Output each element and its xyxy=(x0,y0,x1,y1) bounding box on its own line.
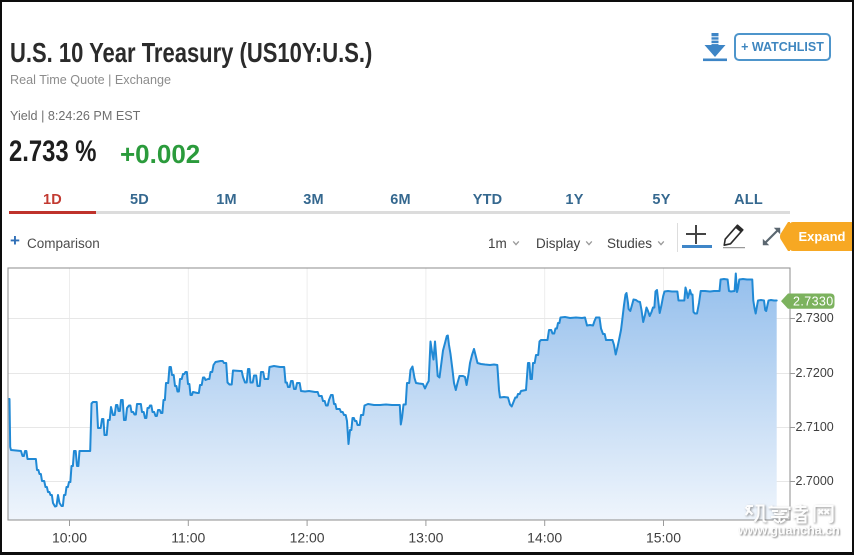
svg-text:2.7100: 2.7100 xyxy=(796,420,834,434)
svg-text:15:00: 15:00 xyxy=(646,530,681,546)
svg-text:11:00: 11:00 xyxy=(171,530,205,546)
svg-text:14:00: 14:00 xyxy=(527,530,562,546)
svg-text:10:00: 10:00 xyxy=(52,530,87,546)
svg-text:2.7200: 2.7200 xyxy=(796,366,834,380)
svg-text:2.7000: 2.7000 xyxy=(796,474,834,488)
svg-text:2.7330: 2.7330 xyxy=(793,295,834,309)
svg-text:12:00: 12:00 xyxy=(290,530,325,546)
svg-text:13:00: 13:00 xyxy=(408,530,443,546)
svg-text:2.7300: 2.7300 xyxy=(796,311,834,325)
svg-text:www.guancha.cn: www.guancha.cn xyxy=(738,524,840,538)
